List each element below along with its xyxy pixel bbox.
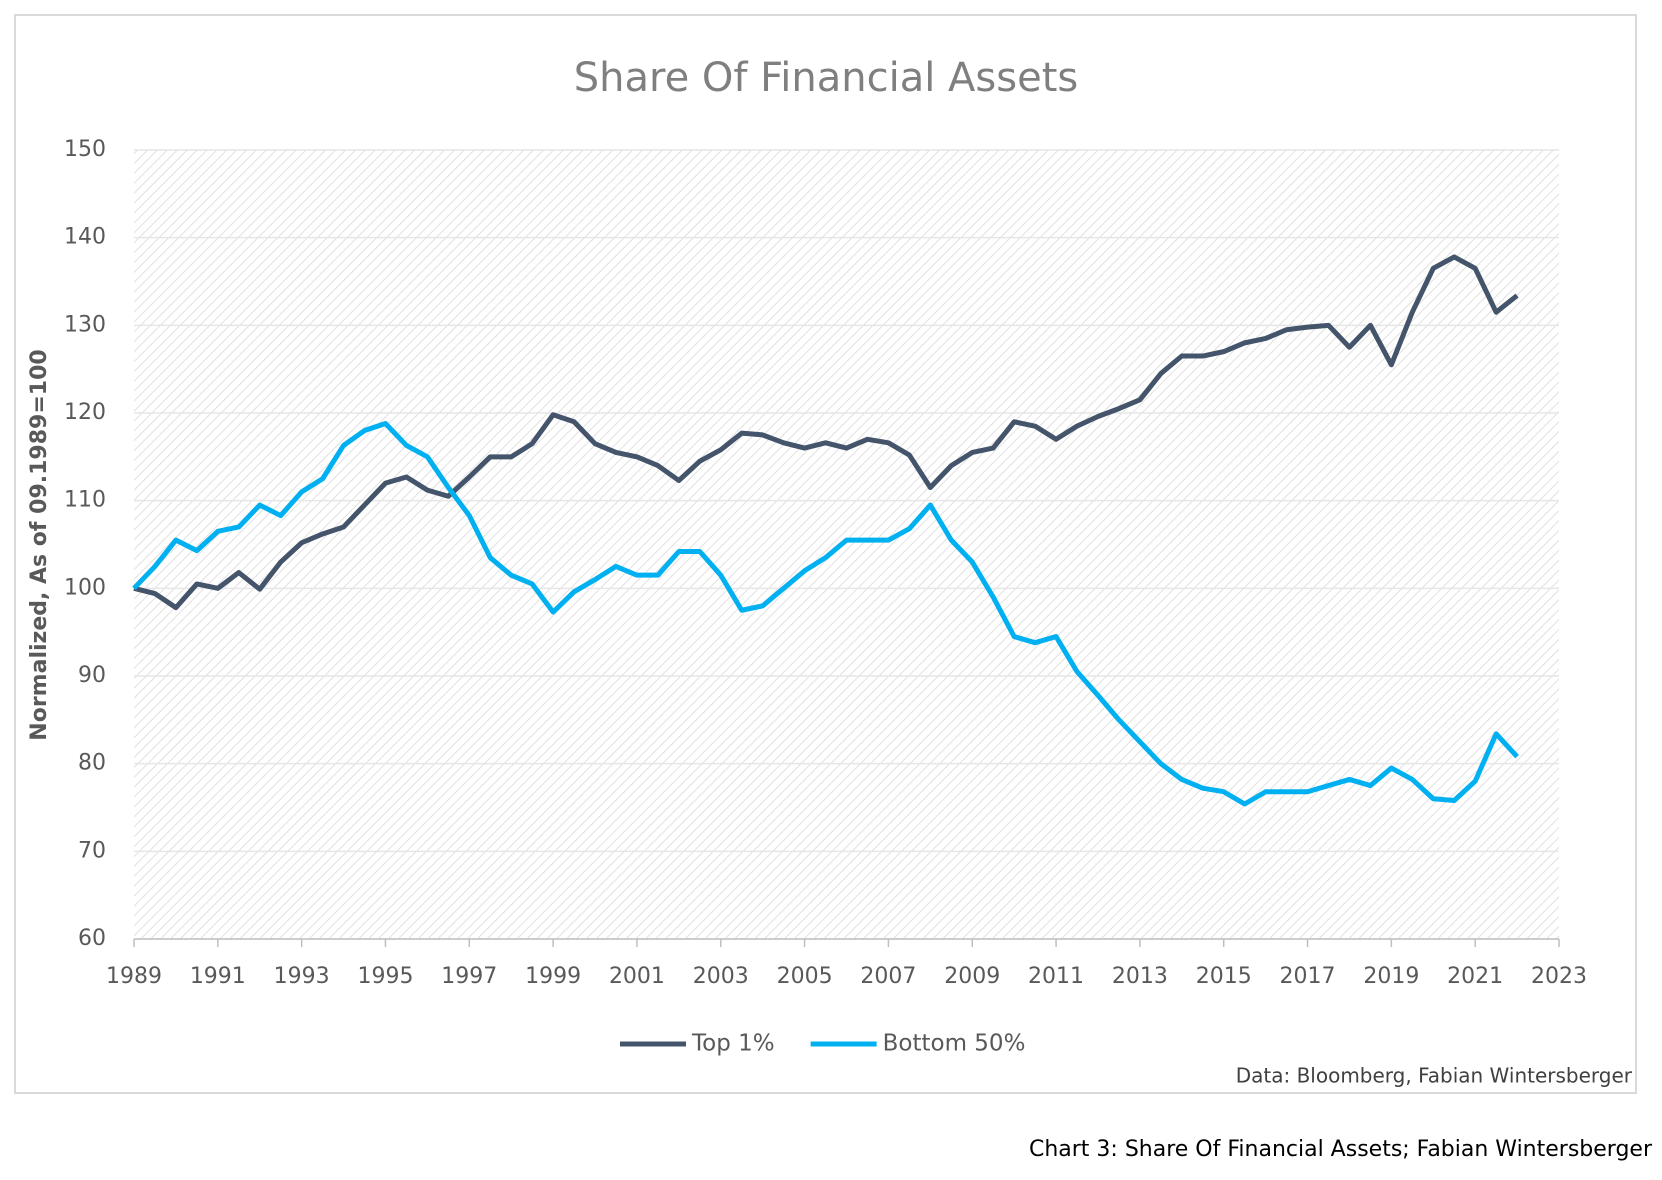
y-tick-label: 110 bbox=[64, 488, 106, 513]
x-tick-label: 2007 bbox=[860, 964, 916, 989]
x-tick-label: 2001 bbox=[609, 964, 665, 989]
series-line bbox=[132, 421, 1519, 807]
x-tick-label: 2011 bbox=[1028, 964, 1084, 989]
x-tick-label: 1999 bbox=[525, 964, 581, 989]
plot-area bbox=[134, 150, 1559, 939]
x-tick-label: 1995 bbox=[357, 964, 413, 989]
x-tick-label: 2005 bbox=[777, 964, 833, 989]
caption: Chart 3: Share Of Financial Assets; Fabi… bbox=[1029, 1137, 1653, 1162]
y-tick-label: 120 bbox=[64, 400, 106, 425]
x-tick-label: 1991 bbox=[190, 964, 246, 989]
y-tick-label: 60 bbox=[78, 926, 106, 951]
x-tick-label: 1989 bbox=[106, 964, 162, 989]
y-tick-label: 90 bbox=[78, 663, 106, 688]
y-tick-label: 70 bbox=[78, 838, 106, 863]
y-tick-label: 100 bbox=[64, 575, 106, 600]
y-tick-label: 140 bbox=[64, 225, 106, 250]
y-axis-label: Normalized, As of 09.1989=100 bbox=[27, 349, 52, 740]
y-tick-label: 150 bbox=[64, 137, 106, 162]
x-tick-label: 2003 bbox=[693, 964, 749, 989]
x-tick-label: 1997 bbox=[441, 964, 497, 989]
x-tick-label: 2015 bbox=[1196, 964, 1252, 989]
x-tick-label: 2009 bbox=[944, 964, 1000, 989]
legend-label: Top 1% bbox=[691, 1031, 775, 1057]
x-tick-label: 2017 bbox=[1280, 964, 1336, 989]
legend-label: Bottom 50% bbox=[883, 1031, 1026, 1057]
x-tick-label: 1993 bbox=[274, 964, 330, 989]
x-tick-label: 2021 bbox=[1447, 964, 1503, 989]
y-tick-label: 80 bbox=[78, 751, 106, 776]
y-tick-label: 130 bbox=[64, 312, 106, 337]
series-line bbox=[133, 254, 1519, 611]
x-tick-label: 2019 bbox=[1363, 964, 1419, 989]
x-tick-label: 2023 bbox=[1531, 964, 1587, 989]
chart-title: Share Of Financial Assets bbox=[574, 55, 1078, 101]
x-tick-label: 2013 bbox=[1112, 964, 1168, 989]
source-note: Data: Bloomberg, Fabian Wintersberger bbox=[1236, 1064, 1633, 1088]
